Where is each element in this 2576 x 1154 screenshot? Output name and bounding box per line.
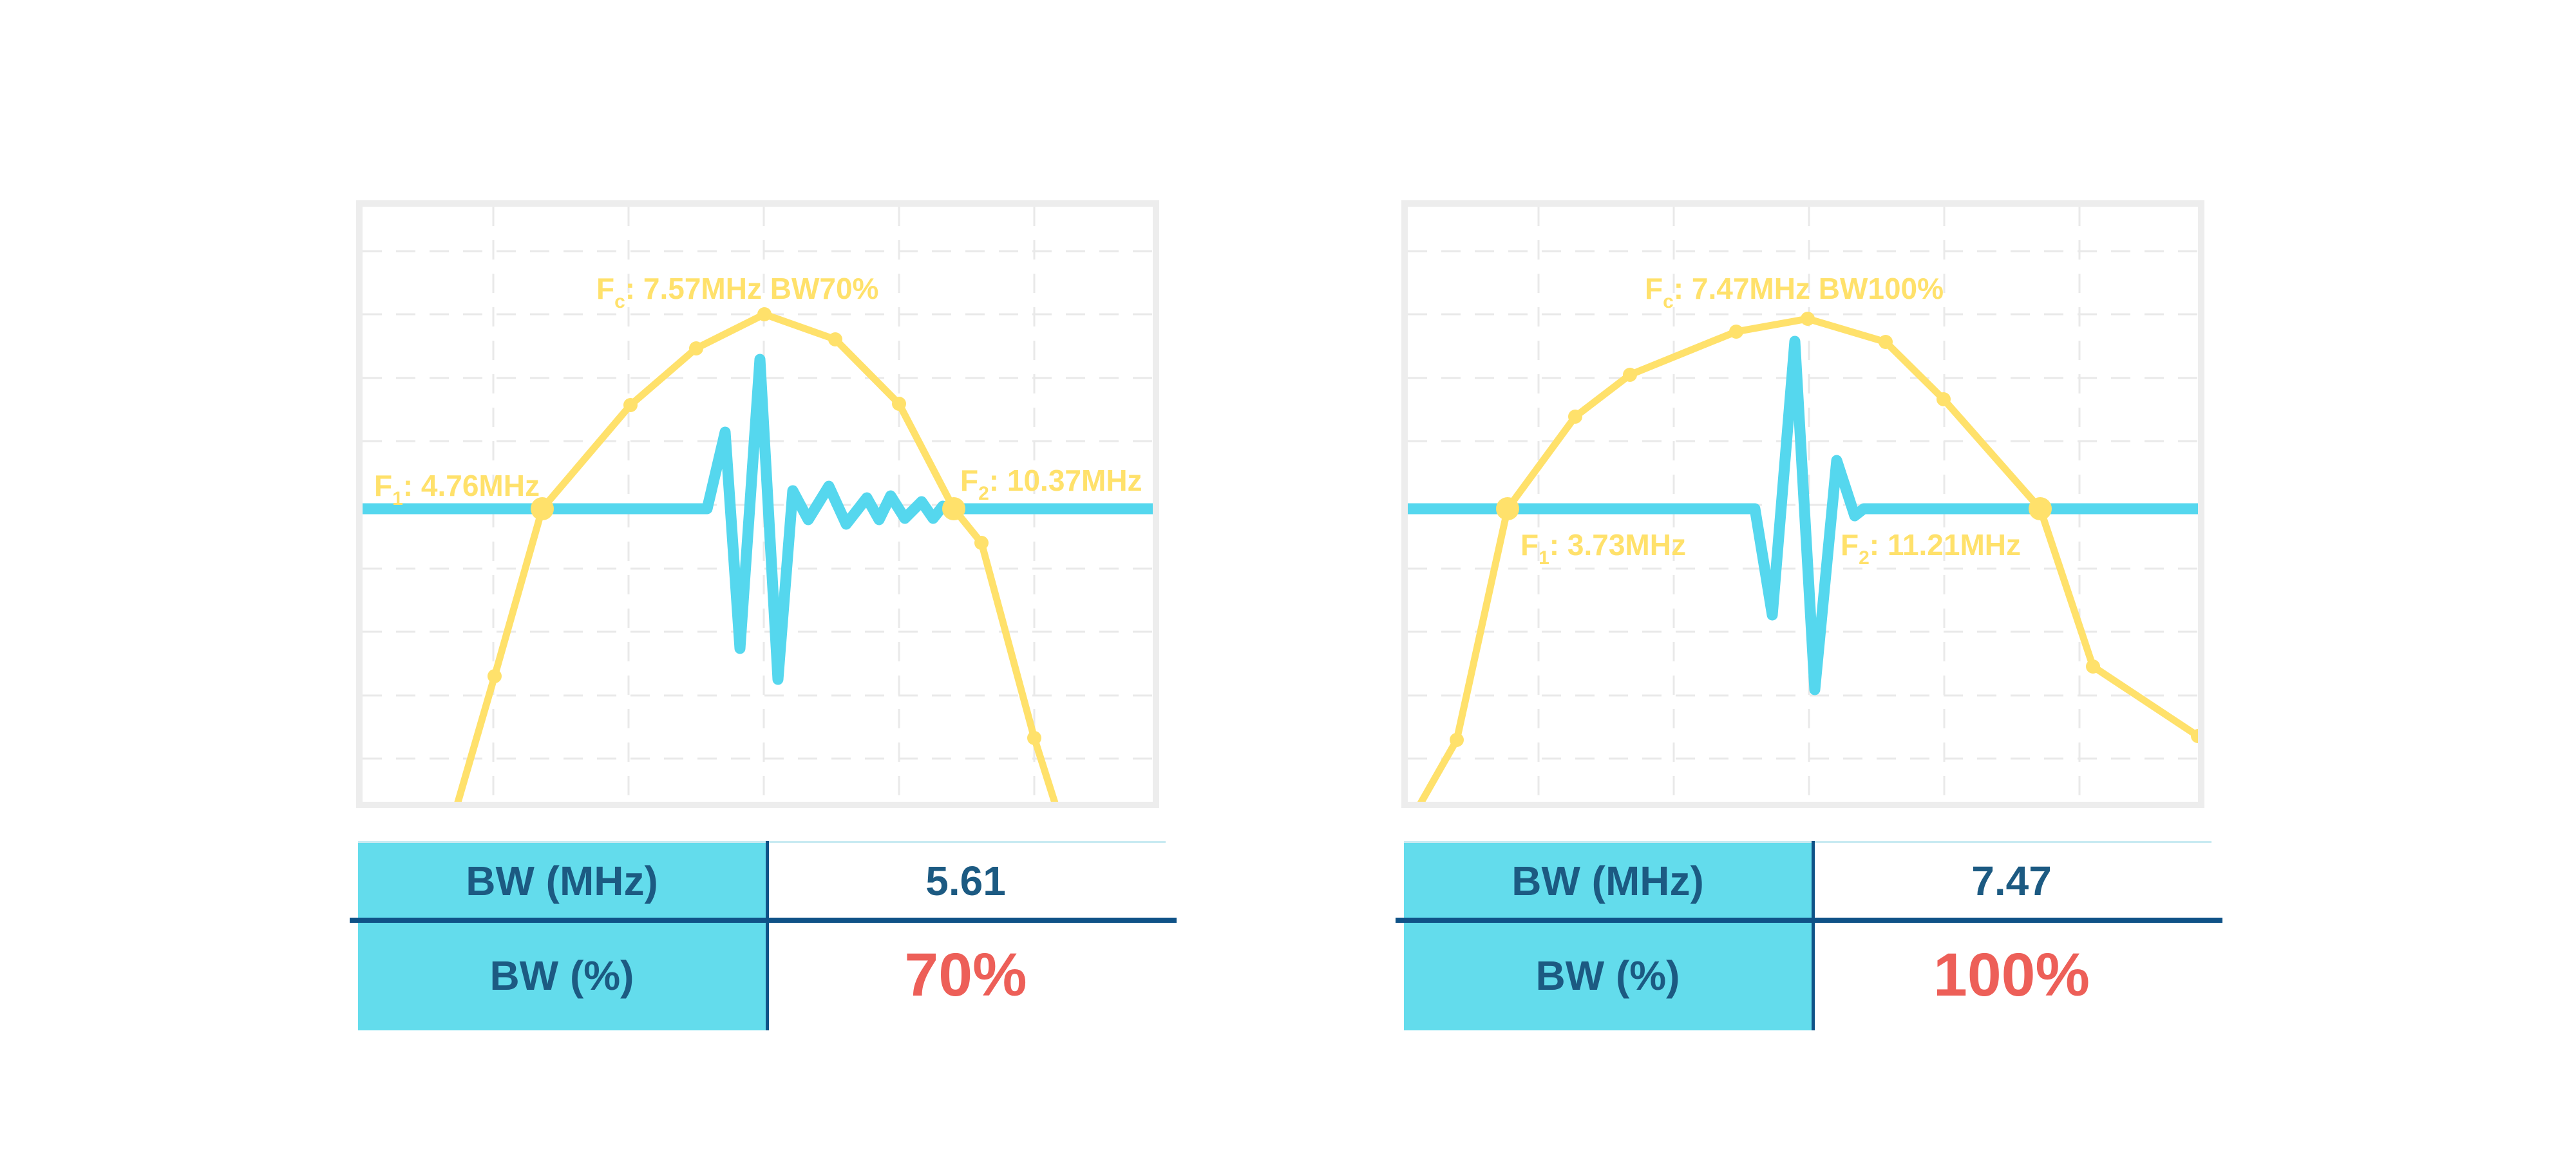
row-label-cell: BW (%) xyxy=(1404,920,1812,1030)
fc-subscript: c xyxy=(614,291,625,312)
f2-text: : 11.21MHz xyxy=(1869,528,2022,562)
table-topline xyxy=(358,841,1166,843)
f2-prefix: F xyxy=(1841,528,1859,562)
f1-prefix: F xyxy=(374,469,393,502)
table-column-divider xyxy=(1812,841,1815,1030)
row-value-cell: 70% xyxy=(904,941,1027,1009)
row-label-cell: BW (MHz) xyxy=(358,841,766,920)
f2-subscript: 2 xyxy=(1859,547,1870,569)
row-label-cell: BW (%) xyxy=(358,920,766,1030)
fc-text: : 7.57MHz BW70% xyxy=(625,272,879,305)
f2-text: : 10.37MHz xyxy=(989,464,1142,497)
bw-table-right: BW (MHz) 7.47 BW (%) 100% xyxy=(1396,841,2222,1030)
table-row: BW (%) 100% xyxy=(1404,920,2211,1030)
table-row-divider xyxy=(1396,918,2222,923)
row-value-cell: 100% xyxy=(1933,941,2090,1009)
f1-subscript: 1 xyxy=(1539,547,1549,569)
f1-text: : 4.76MHz xyxy=(402,469,540,502)
f2-label-right: F2: 11.21MHz xyxy=(1841,527,2021,569)
table-row: BW (MHz) 7.47 xyxy=(1404,841,2211,920)
chart-panel-right: Fc: 7.47MHz BW100% F1: 3.73MHz F2: 11.21… xyxy=(1401,200,2204,808)
table-row-divider xyxy=(350,918,1177,923)
bw-table-left: BW (MHz) 5.61 BW (%) 70% xyxy=(350,841,1177,1030)
chart-panel-left: Fc: 7.57MHz BW70% F1: 4.76MHz F2: 10.37M… xyxy=(356,200,1159,808)
f2-prefix: F xyxy=(960,464,979,497)
fc-subscript: c xyxy=(1663,291,1674,312)
fc-text: : 7.47MHz BW100% xyxy=(1673,272,1944,305)
table-column-divider xyxy=(766,841,769,1030)
fc-label-right: Fc: 7.47MHz BW100% xyxy=(1645,271,1944,313)
table-row: BW (MHz) 5.61 xyxy=(358,841,1166,920)
fc-prefix: F xyxy=(1645,272,1663,305)
row-value-cell: 5.61 xyxy=(925,857,1006,904)
table-topline xyxy=(1404,841,2211,843)
fc-label-left: Fc: 7.57MHz BW70% xyxy=(596,271,878,313)
row-value-cell: 7.47 xyxy=(1971,857,2052,904)
f2-label-left: F2: 10.37MHz xyxy=(960,463,1142,505)
f1-text: : 3.73MHz xyxy=(1549,528,1686,562)
row-label-cell: BW (MHz) xyxy=(1404,841,1812,920)
table-row: BW (%) 70% xyxy=(358,920,1166,1030)
f1-subscript: 1 xyxy=(392,488,403,509)
spectrum-chart-right xyxy=(1408,207,2198,802)
fc-prefix: F xyxy=(596,272,615,305)
f1-prefix: F xyxy=(1520,528,1539,562)
f1-label-left: F1: 4.76MHz xyxy=(374,468,540,510)
f1-label-right: F1: 3.73MHz xyxy=(1520,527,1686,569)
spectrum-chart-left xyxy=(363,207,1153,802)
f2-subscript: 2 xyxy=(978,483,989,504)
